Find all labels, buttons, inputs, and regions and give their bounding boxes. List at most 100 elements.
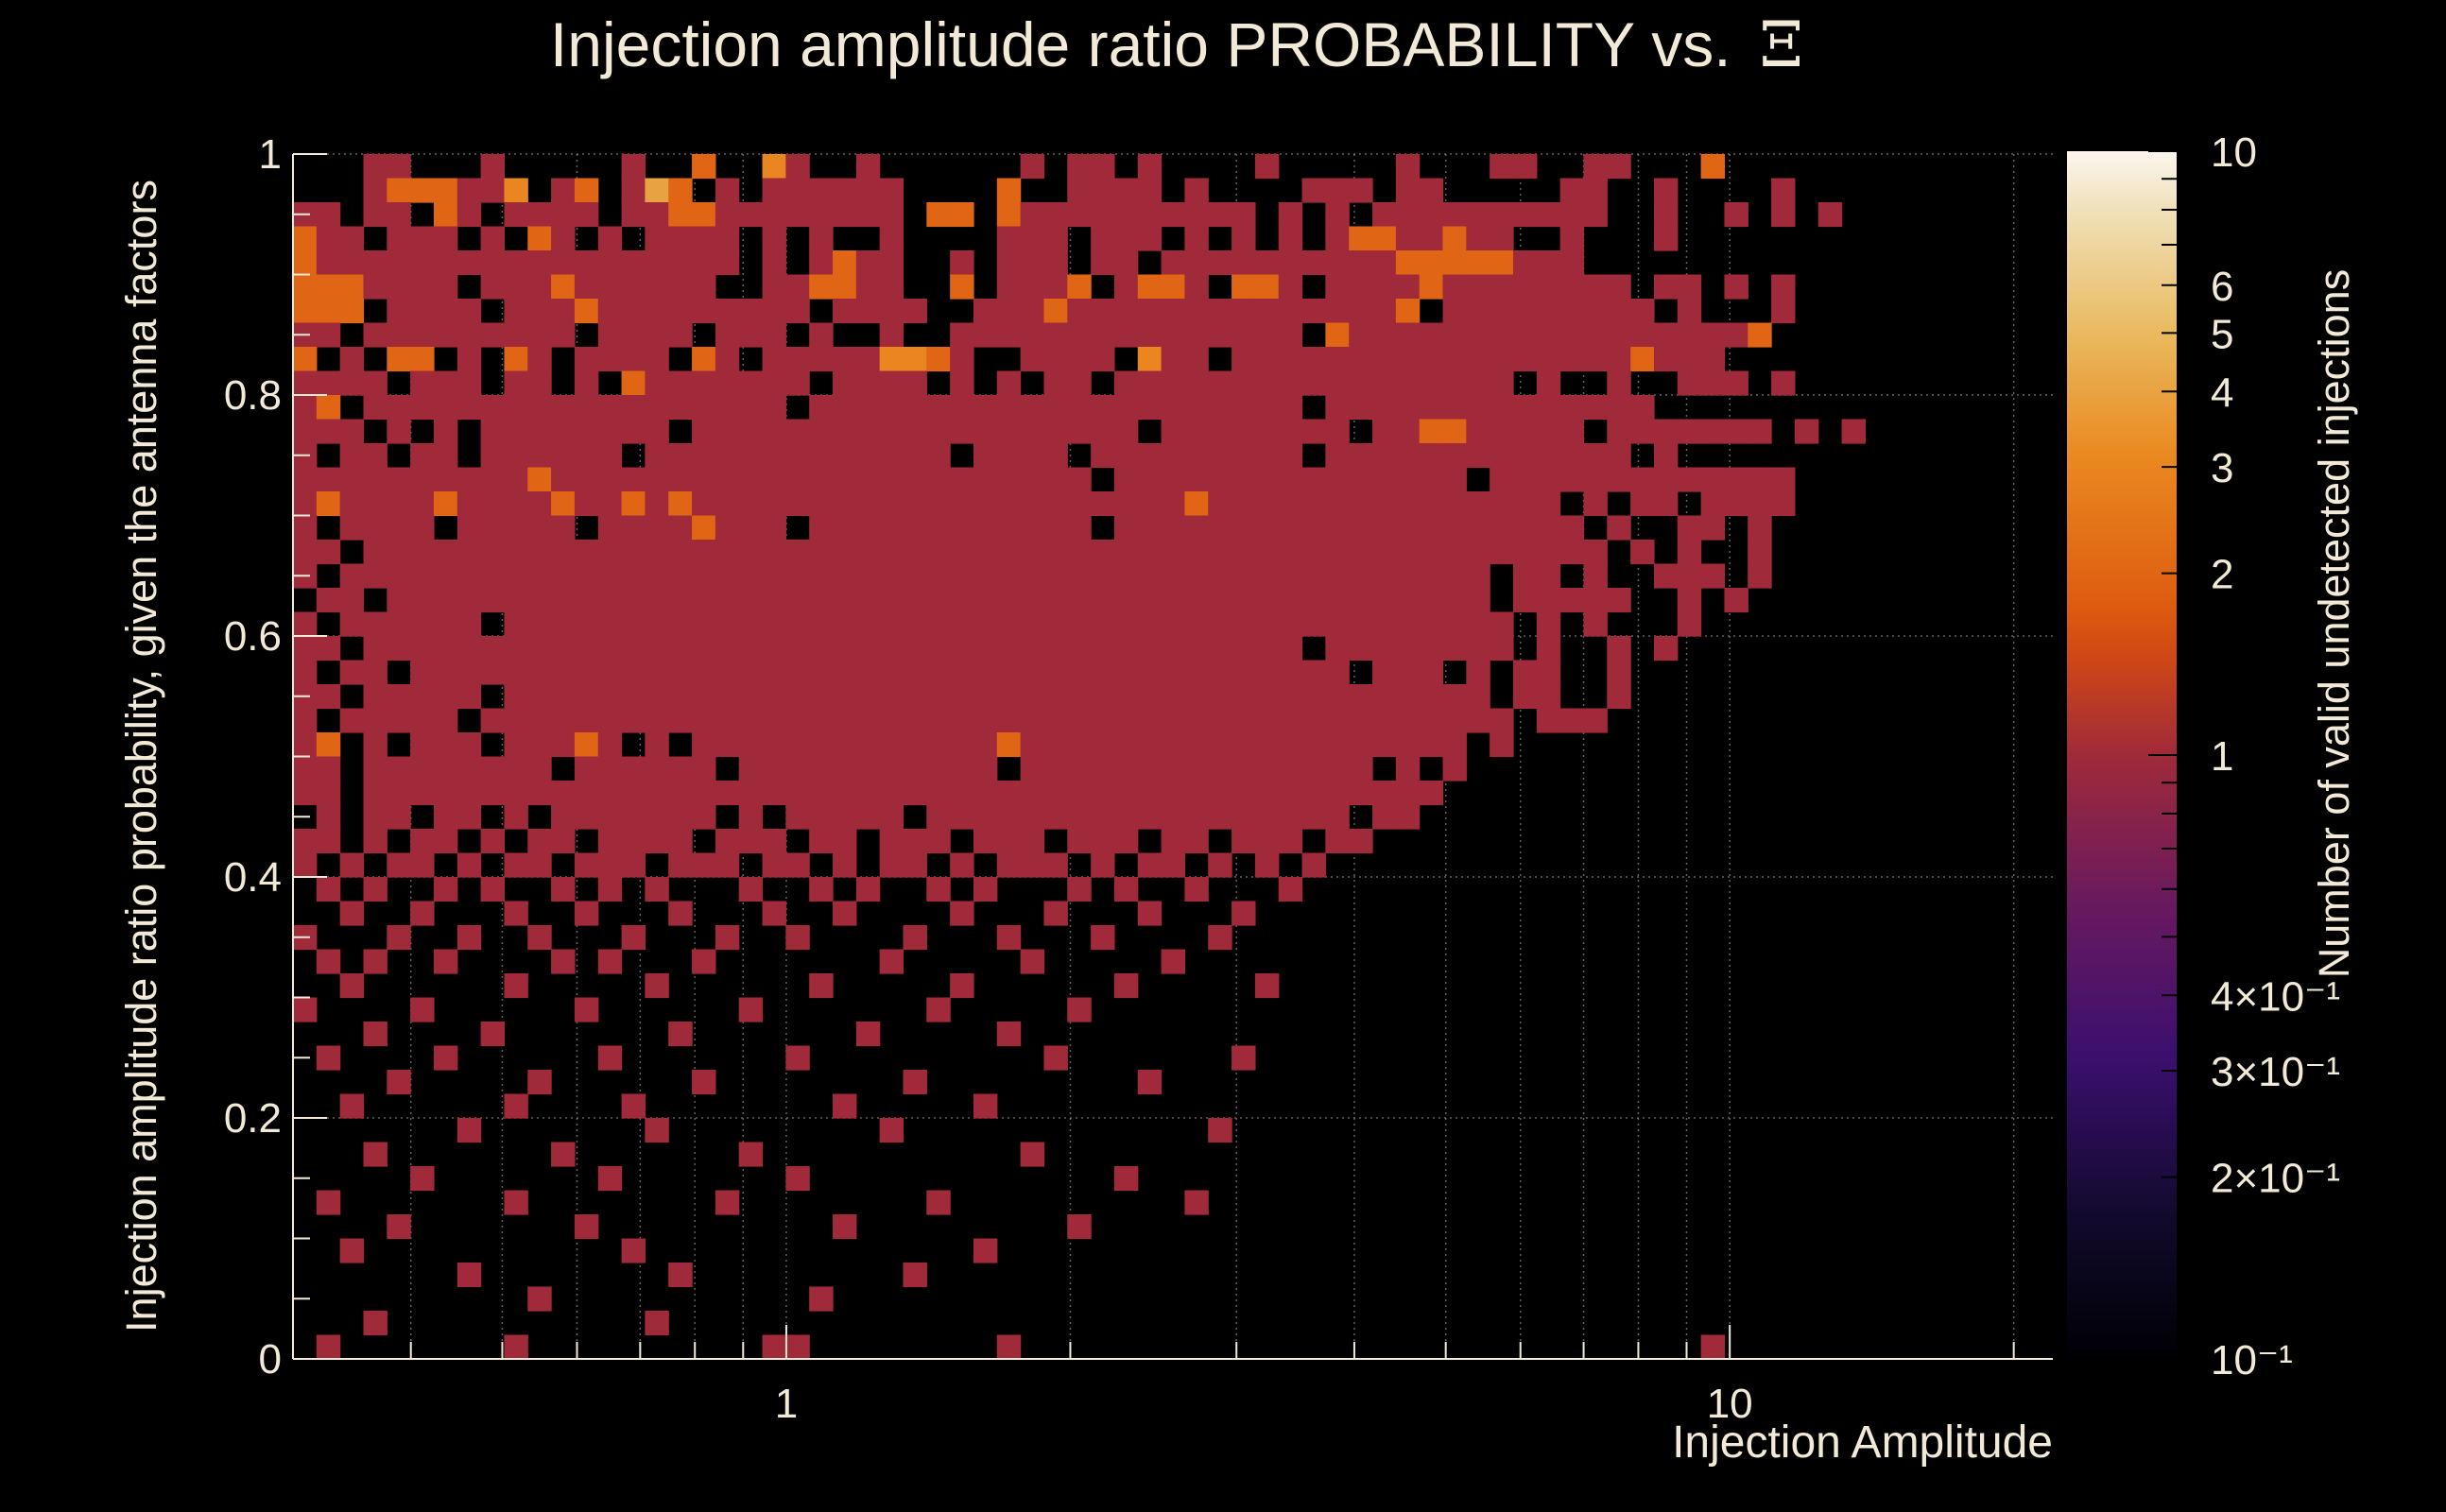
heatmap-cell bbox=[1748, 540, 1772, 565]
heatmap-cell bbox=[785, 347, 810, 372]
heatmap-cell bbox=[903, 370, 927, 396]
heatmap-cell bbox=[973, 515, 998, 541]
heatmap-cell bbox=[926, 708, 951, 733]
heatmap-cell bbox=[692, 804, 716, 830]
heatmap-cell bbox=[738, 611, 764, 637]
heatmap-cell bbox=[950, 804, 974, 830]
heatmap-cell bbox=[926, 877, 951, 902]
heatmap-cell bbox=[1113, 467, 1139, 492]
heatmap-cell bbox=[1208, 540, 1232, 565]
heatmap-cell bbox=[692, 756, 716, 782]
heatmap-cell bbox=[996, 226, 1022, 251]
heatmap-cell bbox=[645, 178, 669, 203]
heatmap-cell bbox=[1724, 588, 1748, 613]
heatmap-cell bbox=[1466, 540, 1490, 565]
heatmap-cell bbox=[879, 684, 904, 710]
heatmap-cell bbox=[903, 347, 927, 372]
heatmap-cell bbox=[973, 684, 998, 710]
heatmap-cell bbox=[692, 250, 716, 276]
heatmap-cell bbox=[903, 299, 927, 324]
heatmap-cell bbox=[926, 588, 951, 613]
heatmap-cell bbox=[1700, 467, 1726, 492]
heatmap-cell bbox=[480, 322, 506, 348]
heatmap-cell bbox=[1536, 491, 1561, 517]
heatmap-cell bbox=[1020, 540, 1045, 565]
heatmap-cell bbox=[597, 949, 623, 974]
heatmap-cell bbox=[692, 395, 716, 421]
heatmap-cell bbox=[1067, 467, 1092, 492]
heatmap-cell bbox=[1490, 202, 1514, 228]
heatmap-cell bbox=[1043, 322, 1068, 348]
heatmap-cell bbox=[480, 395, 506, 421]
heatmap-cell bbox=[1301, 299, 1326, 324]
heatmap-cell bbox=[1419, 660, 1444, 685]
heatmap-cell bbox=[574, 202, 599, 228]
heatmap-cell bbox=[480, 781, 506, 806]
heatmap-cell bbox=[293, 419, 318, 444]
heatmap-cell bbox=[293, 636, 318, 662]
heatmap-cell bbox=[1184, 178, 1209, 203]
heatmap-cell bbox=[574, 852, 599, 878]
heatmap-cell bbox=[1137, 563, 1163, 589]
heatmap-cell bbox=[1184, 250, 1209, 276]
heatmap-cell bbox=[833, 684, 857, 710]
heatmap-cell bbox=[1043, 347, 1068, 372]
heatmap-cell bbox=[1067, 370, 1092, 396]
heatmap-cell bbox=[1325, 829, 1350, 854]
heatmap-cell bbox=[692, 563, 716, 589]
heatmap-cell bbox=[480, 515, 506, 541]
heatmap-cell bbox=[1490, 611, 1514, 637]
heatmap-cell bbox=[1419, 250, 1444, 276]
heatmap-cell bbox=[1490, 226, 1514, 251]
heatmap-cell bbox=[1771, 299, 1796, 324]
heatmap-cell bbox=[1043, 540, 1068, 565]
heatmap-cell bbox=[1583, 395, 1608, 421]
heatmap-cell bbox=[1278, 250, 1303, 276]
heatmap-cell bbox=[996, 515, 1022, 541]
heatmap-cell bbox=[715, 684, 740, 710]
heatmap-cell bbox=[1466, 370, 1490, 396]
heatmap-cell bbox=[833, 660, 857, 685]
heatmap-cell bbox=[1301, 852, 1326, 878]
heatmap-cell bbox=[621, 178, 646, 203]
heatmap-cell bbox=[715, 708, 740, 733]
heatmap-cell bbox=[1161, 347, 1186, 372]
heatmap-cell bbox=[855, 563, 881, 589]
heatmap-cell bbox=[597, 250, 623, 276]
heatmap-cell bbox=[504, 852, 528, 878]
colorbar-tick-label: 10 bbox=[2211, 129, 2257, 176]
heatmap-cell bbox=[1137, 660, 1163, 685]
heatmap-cell bbox=[1137, 443, 1163, 469]
heatmap-cell bbox=[410, 756, 435, 782]
heatmap-cell bbox=[1067, 491, 1092, 517]
heatmap-cell bbox=[293, 299, 318, 324]
heatmap-cell bbox=[363, 395, 388, 421]
heatmap-cell bbox=[551, 563, 576, 589]
heatmap-cell bbox=[1184, 781, 1209, 806]
heatmap-cell bbox=[1442, 347, 1467, 372]
heatmap-cell bbox=[410, 250, 435, 276]
heatmap-cell bbox=[1254, 684, 1280, 710]
heatmap-cell bbox=[715, 732, 740, 758]
heatmap-cell bbox=[1442, 443, 1467, 469]
heatmap-cell bbox=[785, 852, 810, 878]
heatmap-cell bbox=[387, 395, 411, 421]
heatmap-cell bbox=[1232, 202, 1256, 228]
heatmap-cell bbox=[1184, 299, 1209, 324]
heatmap-cell bbox=[1161, 852, 1186, 878]
heatmap-cell bbox=[410, 684, 435, 710]
heatmap-cell bbox=[316, 226, 341, 251]
heatmap-cell bbox=[621, 419, 646, 444]
heatmap-cell bbox=[1043, 636, 1068, 662]
heatmap-cell bbox=[316, 1045, 341, 1071]
heatmap-cell bbox=[1466, 395, 1490, 421]
heatmap-cell bbox=[645, 202, 669, 228]
heatmap-cell bbox=[1442, 684, 1467, 710]
heatmap-cell bbox=[692, 370, 716, 396]
heatmap-cell bbox=[1043, 443, 1068, 469]
heatmap-cell bbox=[1395, 395, 1421, 421]
heatmap-cell bbox=[1232, 226, 1256, 251]
heatmap-cell bbox=[809, 660, 834, 685]
heatmap-cell bbox=[950, 515, 974, 541]
heatmap-cell bbox=[1208, 732, 1232, 758]
